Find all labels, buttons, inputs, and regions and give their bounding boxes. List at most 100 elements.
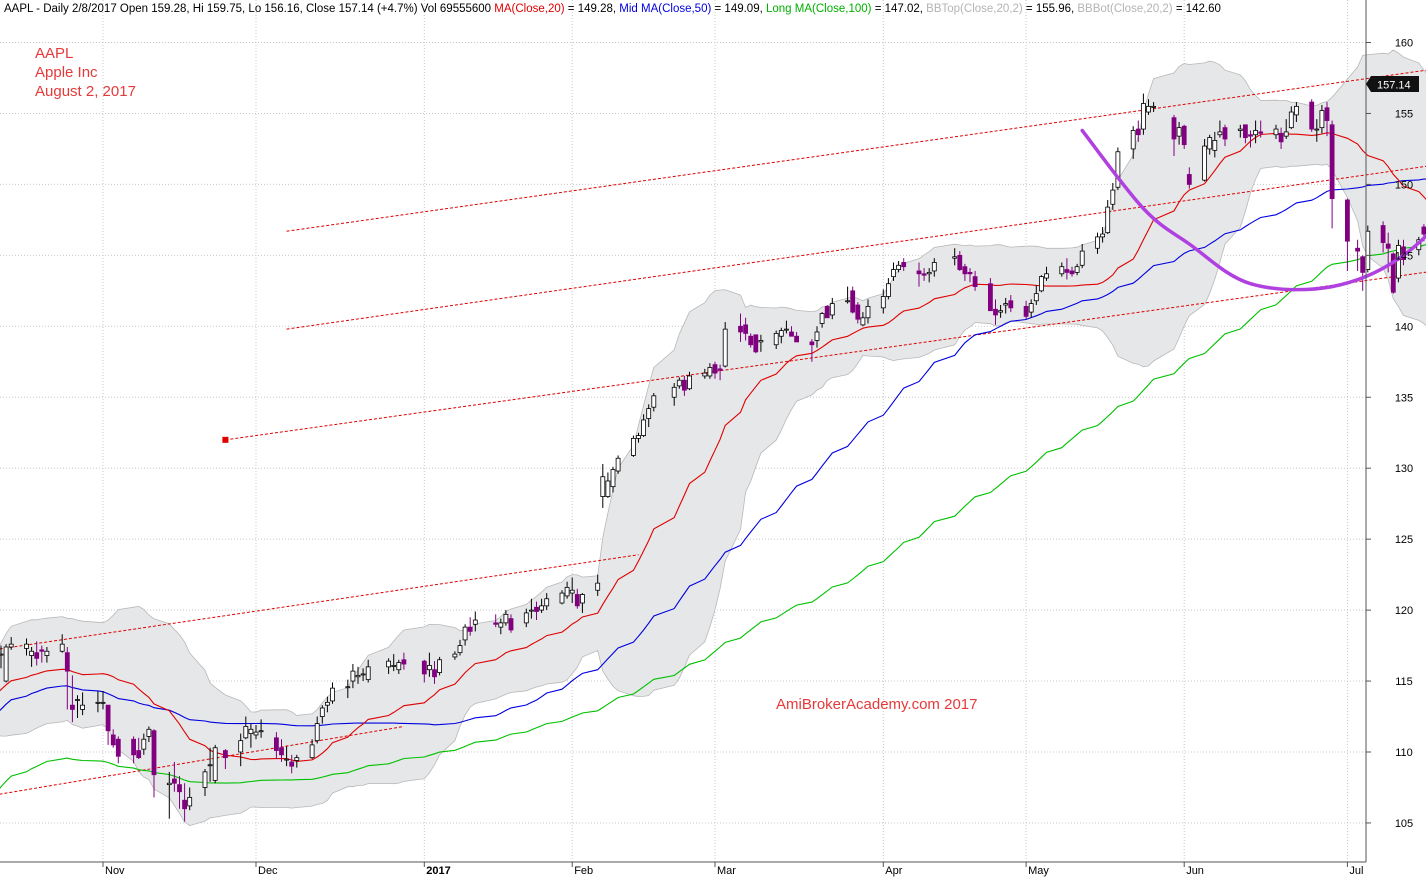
candle-body [39,649,45,652]
candle-body [222,750,228,759]
candle-body [1151,105,1156,108]
y-tick-label: 115 [1395,676,1413,688]
header-ma20-label: MA(Close,20) [494,3,564,15]
candle-body [70,704,75,710]
axes [0,0,1367,863]
candle-body [615,457,621,472]
candle-body [880,296,886,309]
candle-body [95,701,101,704]
candle-body [676,379,682,387]
candle-body [539,605,544,611]
candle-body [141,738,147,750]
x-tick-label: Jun [1186,865,1204,877]
x-tick-label: Mar [717,865,736,877]
candle-body [177,784,182,793]
header-line: AAPL - Daily 2/8/2017 Open 159.28, Hi 15… [4,3,1221,15]
candle-body [1355,247,1360,252]
candle-body [687,375,692,390]
candle-body [212,747,218,781]
y-tick-label: 155 [1395,108,1413,120]
candle-body [1146,105,1151,113]
candle-body [738,325,743,333]
candle-body [1074,266,1080,273]
candle-body [1181,125,1187,146]
candle-body [0,653,4,656]
x-tick-label: Nov [105,865,125,877]
annotation-company: Apple Inc [35,64,98,81]
y-tick-label: 145 [1395,250,1413,262]
candle-body [1243,124,1248,138]
candle-body [258,730,264,733]
candle-body [569,589,575,594]
candle-body [1115,151,1121,188]
candle-body [8,643,14,648]
candle-body [386,660,392,668]
trend-channel-line [0,725,404,795]
candle-body [1390,253,1396,293]
candle-body [753,334,759,353]
y-tick-label: 105 [1395,818,1413,830]
candle-body [284,758,290,761]
candle-body [580,594,585,604]
header-bbtop-value: = 155.96, [1026,3,1077,15]
annotation-date: August 2, 2017 [35,83,136,100]
candle-body [294,757,300,761]
candle-body [110,734,116,746]
candle-body [891,269,896,278]
candle-body [44,650,50,656]
candle-body [396,662,402,671]
candle-body [1095,236,1100,249]
candle-body [355,674,361,678]
header-ma50-label: Mid MA(Close,50) [619,3,711,15]
candle-body [437,659,443,673]
candle-body [1202,145,1207,181]
x-tick-label: May [1028,865,1049,877]
candle-body [1314,128,1320,131]
candle-body [1329,124,1335,199]
candle-body [702,372,708,377]
y-tick-label: 160 [1395,38,1413,50]
channel-marker [222,436,229,443]
candle-body [1033,293,1039,302]
candle-body [345,686,351,689]
candle-body [273,737,279,751]
candle-body [651,395,657,408]
header-ma50-value: = 149.09, [715,3,766,15]
candle-body [1003,303,1009,306]
x-tick-label: Jul [1349,865,1363,877]
candle-body [916,270,922,275]
header-bbtop-label: BBTop(Close,20,2) [926,3,1023,15]
header-ma20-value: = 149.28, [568,3,619,15]
candle-body [1217,131,1223,136]
ma100-line [0,244,1426,789]
candle-body [182,799,188,810]
candle-body [1212,140,1218,151]
candle-body [503,613,509,624]
candle-body [309,744,315,759]
candle-body [901,262,907,268]
candle-body [671,386,677,398]
candle-body [972,276,978,287]
y-tick-label: 140 [1395,321,1413,333]
candle-body [610,469,616,488]
candle-body [1421,226,1426,235]
bollinger-band-area [0,49,1426,827]
candle-body [472,619,478,625]
candle-body [1176,127,1182,137]
candle-body [1059,266,1065,275]
candle-body [1380,225,1386,243]
candle-body [865,306,871,319]
candle-body [1141,103,1146,130]
cup-curve [1080,128,1426,292]
candle-body [100,701,106,704]
candle-body [743,324,748,334]
cup-curve-line [1080,128,1426,292]
header-ma100-value: = 147.02, [875,3,926,15]
candle-body [105,704,111,732]
candle-body [717,368,723,371]
candle-body [574,594,580,607]
candle-body [350,670,356,682]
last-price-marker: 157.14 [1366,76,1419,92]
